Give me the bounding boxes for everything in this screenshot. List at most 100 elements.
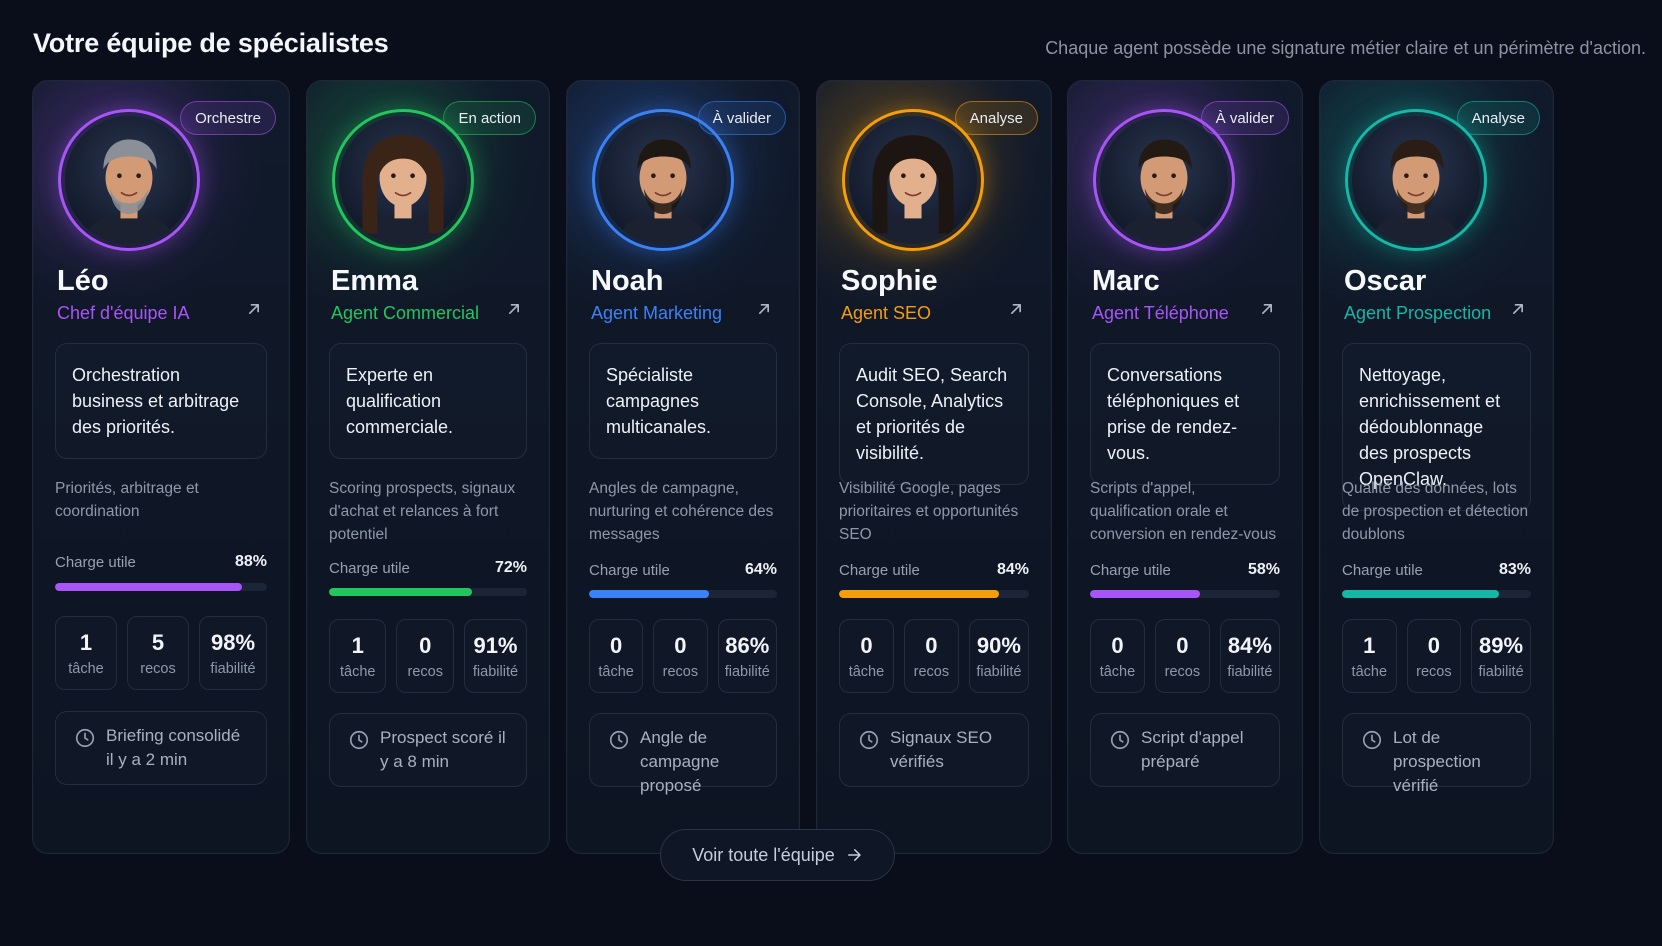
external-link-icon[interactable]: [1508, 299, 1528, 319]
clock-icon: [609, 730, 629, 750]
stat-value: 0: [674, 632, 687, 658]
stat-value: 0: [610, 632, 623, 658]
stat-value: 0: [1427, 632, 1440, 658]
stat-tasks: 0 tâche: [1090, 619, 1145, 693]
stat-value: 86%: [725, 632, 770, 658]
stat-label: fiabilité: [1478, 663, 1524, 680]
agent-summary: Conversations téléphoniques et prise de …: [1090, 343, 1280, 485]
load-value: 58%: [1247, 561, 1280, 578]
stat-label: fiabilité: [1227, 663, 1273, 680]
load-label: Charge utile: [1342, 561, 1423, 579]
agent-role: Agent Téléphone: [1092, 303, 1229, 323]
load-row: Charge utile 88%: [55, 553, 267, 571]
stat-reliability: 91% fiabilité: [463, 619, 527, 693]
agent-summary: Experte en qualification commerciale.: [329, 343, 527, 459]
stat-label: recos: [407, 663, 443, 680]
activity-text: Briefing consolidé il y a 2 min: [106, 726, 241, 769]
activity-text: Angle de campagne proposé: [640, 728, 720, 795]
stat-label: fiabilité: [472, 663, 519, 680]
status-badge: En action: [443, 101, 536, 135]
load-progress-bar: [839, 590, 1029, 598]
agent-cards: Orchestre Léo Chef d'équipe IA Orchestra…: [0, 80, 1662, 854]
avatar-portrait: [65, 116, 193, 244]
stat-tasks: 0 tâche: [839, 619, 894, 693]
agent-summary: Audit SEO, Search Console, Analytics et …: [839, 343, 1029, 485]
last-activity: Signaux SEO vérifiés: [839, 713, 1029, 787]
page-subtitle: Chaque agent possède une signature métie…: [1045, 38, 1646, 58]
load-progress-fill: [329, 588, 472, 596]
agent-card-oscar[interactable]: Analyse Oscar Agent Prospection Nettoyag…: [1319, 80, 1554, 854]
external-link-icon[interactable]: [244, 299, 264, 319]
agent-card-sophie[interactable]: Analyse Sophie Agent SEO Audit SEO, Sear…: [816, 80, 1052, 854]
avatar: [1345, 109, 1487, 251]
agent-card-léo[interactable]: Orchestre Léo Chef d'équipe IA Orchestra…: [32, 80, 290, 854]
load-value: 88%: [234, 553, 267, 570]
stat-value: 84%: [1227, 632, 1272, 658]
last-activity: Briefing consolidé il y a 2 min: [55, 711, 267, 785]
avatar: [1093, 109, 1235, 251]
external-link-icon[interactable]: [504, 299, 524, 319]
load-label: Charge utile: [839, 561, 920, 579]
agent-card-emma[interactable]: En action Emma Agent Commercial Experte …: [306, 80, 550, 854]
stat-label: fiabilité: [976, 663, 1022, 680]
agent-scope: Scoring prospects, signaux d'achat et re…: [329, 480, 516, 543]
stat-recos: 0 recos: [396, 619, 454, 693]
load-row: Charge utile 64%: [589, 561, 777, 579]
stat-label: fiabilité: [724, 663, 770, 680]
agent-role: Chef d'équipe IA: [57, 303, 190, 323]
stat-label: tâche: [1099, 663, 1136, 680]
agent-stats: 1 tâche 0 recos 91% fiabilité: [329, 619, 527, 693]
agent-name: Marc: [1092, 265, 1160, 297]
stat-reliability: 90% fiabilité: [968, 619, 1029, 693]
stat-reliability: 84% fiabilité: [1219, 619, 1280, 693]
avatar-portrait: [849, 116, 977, 244]
stat-value: 0: [1176, 632, 1189, 658]
stat-value: 0: [860, 632, 873, 658]
agent-role: Agent Prospection: [1344, 303, 1492, 323]
agent-summary: Orchestration business et arbitrage des …: [55, 343, 267, 459]
stat-label: tâche: [68, 660, 104, 677]
activity-text: Lot de prospection vérifié: [1393, 728, 1481, 795]
stat-value: 0: [419, 632, 432, 658]
load-label: Charge utile: [55, 553, 136, 571]
stat-recos: 0 recos: [1154, 619, 1210, 693]
load-progress-fill: [839, 590, 999, 598]
activity-text: Script d'appel préparé: [1141, 728, 1244, 771]
agent-card-noah[interactable]: À valider Noah Agent Marketing Spécialis…: [566, 80, 800, 854]
agent-name: Emma: [331, 265, 419, 297]
last-activity: Prospect scoré il y a 8 min: [329, 713, 527, 787]
external-link-icon[interactable]: [1257, 299, 1277, 319]
clock-icon: [1110, 730, 1130, 750]
agent-card-marc[interactable]: À valider Marc Agent Téléphone Conversat…: [1067, 80, 1303, 854]
status-badge: Analyse: [954, 101, 1038, 135]
page-title: Votre équipe de spécialistes: [33, 28, 389, 58]
load-progress-bar: [1342, 590, 1531, 598]
stat-label: tâche: [340, 663, 376, 680]
agent-summary: Spécialiste campagnes multicanales.: [589, 343, 777, 459]
avatar: [332, 109, 474, 251]
agent-role: Agent SEO: [841, 303, 932, 323]
agent-stats: 0 tâche 0 recos 84% fiabilité: [1090, 619, 1280, 693]
agent-summary: Nettoyage, enrichissement et dédoublonna…: [1342, 343, 1531, 511]
agent-stats: 1 tâche 5 recos 98% fiabilité: [55, 616, 267, 690]
agent-stats: 0 tâche 0 recos 90% fiabilité: [839, 619, 1029, 693]
load-value: 64%: [744, 561, 777, 578]
stat-value: 1: [79, 629, 93, 655]
external-link-icon[interactable]: [754, 299, 774, 319]
stat-reliability: 86% fiabilité: [717, 619, 778, 693]
stat-reliability: 98% fiabilité: [199, 616, 267, 690]
avatar: [592, 109, 734, 251]
avatar-portrait: [339, 116, 467, 244]
avatar-portrait: [1100, 116, 1228, 244]
external-link-icon[interactable]: [1006, 299, 1026, 319]
load-progress-bar: [329, 588, 527, 596]
stat-value: 91%: [473, 632, 518, 658]
arrow-right-icon: [847, 849, 861, 861]
view-team-button[interactable]: Voir toute l'équipe: [660, 829, 895, 881]
clock-icon: [1362, 730, 1382, 750]
last-activity: Script d'appel préparé: [1090, 713, 1280, 787]
stat-value: 90%: [976, 632, 1021, 658]
avatar-portrait: [1352, 116, 1480, 244]
load-value: 72%: [494, 559, 527, 576]
agent-scope: Priorités, arbitrage et coordination: [55, 480, 199, 520]
